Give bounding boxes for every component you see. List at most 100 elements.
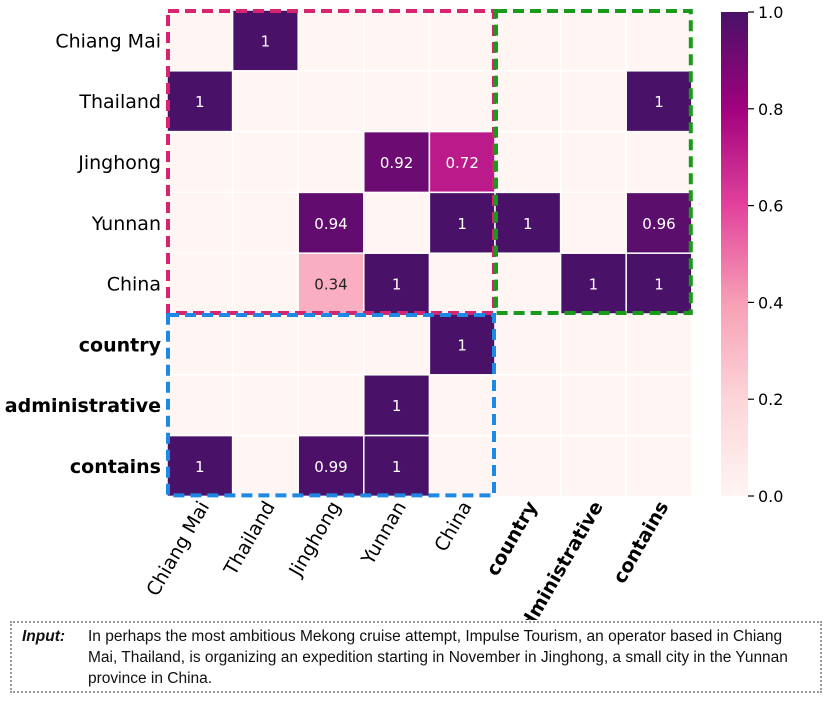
- heatmap-background-cell: [494, 374, 562, 437]
- cell-value-label: 1: [392, 276, 402, 294]
- heatmap-background-cell: [428, 252, 496, 315]
- region-box-entity-relation: [494, 9, 693, 315]
- colorbar-tick-label: 0.0: [758, 487, 783, 506]
- heatmap-cell: [428, 313, 496, 376]
- heatmap-background-cell: [559, 9, 627, 72]
- heatmap-background-cell: [297, 374, 365, 437]
- heatmap-background-cell: [559, 313, 627, 376]
- heatmap-background-cell: [625, 9, 693, 72]
- heatmap-background-cell: [297, 9, 365, 72]
- heatmap-background-cell: [363, 191, 431, 254]
- column-label: Yunnan: [357, 498, 411, 570]
- cell-value-label: 1: [392, 397, 402, 415]
- heatmap-cell: [166, 70, 234, 133]
- heatmap-background-cell: [428, 9, 496, 72]
- heatmap-cell: [363, 374, 431, 437]
- heatmap-background-cell: [231, 252, 299, 315]
- row-label: Thailand: [78, 91, 161, 113]
- heatmap-background-cell: [559, 374, 627, 437]
- heatmap-background-cell: [625, 130, 693, 194]
- heatmap-background-cell: [231, 434, 299, 498]
- cell-value-label: 1: [654, 276, 664, 294]
- heatmap-cells: 1 1 1 0.92 0.72 0.94 1 1 0.96 0.34 1 1 1 1 1 1 0.99 1: [166, 9, 693, 498]
- input-label: Input:: [22, 628, 66, 645]
- row-label: administrative: [5, 395, 161, 417]
- heatmap-background-cell: [559, 70, 627, 133]
- heatmap-cell: [297, 434, 365, 498]
- region-boxes: [166, 9, 693, 498]
- heatmap-background-cell: [166, 374, 234, 437]
- colorbar-tick-label: 0.8: [758, 100, 783, 119]
- cell-value-label: 0.99: [314, 458, 347, 476]
- heatmap-background-cell: [231, 70, 299, 133]
- cell-value-label: 1: [589, 276, 599, 294]
- heatmap-background-cell: [166, 191, 234, 254]
- column-labels: Chiang Mai Thailand Jinghong Yunnan China cou…: [142, 497, 673, 620]
- row-labels: Chiang Mai Thailand Jinghong Yunnan China cou…: [5, 30, 162, 478]
- heatmap-cell: [363, 434, 431, 498]
- column-label: country: [482, 497, 542, 580]
- cell-value-label: 1: [195, 458, 205, 476]
- heatmap-background-cell: [166, 9, 234, 72]
- heatmap-background-cell: [231, 191, 299, 254]
- column-label: Jinghong: [284, 498, 345, 582]
- heatmap-background-cell: [428, 434, 496, 498]
- heatmap-background-cell: [494, 70, 562, 133]
- heatmap-background-cell: [166, 130, 234, 194]
- column-label: China: [430, 498, 476, 556]
- row-label: China: [107, 274, 161, 296]
- heatmap-cell: [363, 130, 431, 194]
- heatmap-cell: [625, 252, 693, 315]
- heatmap-cell: [428, 191, 496, 254]
- row-label: Jinghong: [77, 152, 161, 174]
- column-label: contains: [609, 498, 674, 588]
- heatmap-cell: [625, 70, 693, 133]
- heatmap-background-cell: [166, 313, 234, 376]
- cell-value-label: 0.94: [314, 215, 347, 233]
- colorbar-tick-label: 0.6: [758, 197, 783, 216]
- heatmap-background-cell: [231, 313, 299, 376]
- attention-heatmap-figure: 1 1 1 0.92 0.72 0.94 1 1 0.96 0.34 1 1 1 1 1 1 0.99 1 Chi…: [5, 3, 784, 620]
- cell-value-label: 1: [523, 215, 533, 233]
- heatmap-background-cell: [363, 70, 431, 133]
- cell-value-label: 0.96: [642, 215, 675, 233]
- cell-value-label: 0.34: [314, 276, 347, 294]
- cell-value-label: 1: [654, 93, 664, 111]
- heatmap-background-cell: [231, 374, 299, 437]
- colorbar-tick-label: 0.4: [758, 293, 783, 312]
- heatmap-background-cell: [559, 434, 627, 498]
- heatmap-background-cell: [231, 130, 299, 194]
- heatmap-background-cell: [559, 130, 627, 194]
- heatmap-background-cell: [363, 313, 431, 376]
- heatmap-background-cell: [363, 9, 431, 72]
- heatmap-background-cell: [625, 374, 693, 437]
- cell-value-label: 1: [195, 93, 205, 111]
- cell-value-label: 1: [261, 32, 271, 50]
- row-label: Chiang Mai: [55, 30, 161, 52]
- input-text: In perhaps the most ambitious Mekong cru…: [88, 628, 788, 687]
- heatmap-cell: [297, 252, 365, 315]
- heatmap-background-cell: [559, 191, 627, 254]
- colorbar-gradient: [721, 12, 748, 496]
- heatmap-background-cell: [494, 9, 562, 72]
- heatmap-background-cell: [297, 313, 365, 376]
- heatmap-cell: [363, 252, 431, 315]
- cell-value-label: 1: [392, 458, 402, 476]
- row-label: Yunnan: [91, 213, 161, 235]
- colorbar-tick-label: 1.0: [758, 3, 783, 22]
- heatmap-background-cell: [494, 434, 562, 498]
- colorbar: 0.0 0.2 0.4 0.6 0.8 1.0: [721, 3, 783, 506]
- row-label: contains: [70, 456, 161, 478]
- region-box-relation-entity: [166, 313, 496, 498]
- heatmap-cell: [428, 130, 496, 194]
- heatmap-background-cell: [428, 70, 496, 133]
- cell-value-label: 1: [457, 336, 467, 354]
- heatmap-background-cell: [494, 313, 562, 376]
- cell-value-label: 0.92: [380, 154, 413, 172]
- row-label: country: [79, 334, 162, 356]
- colorbar-tick-label: 0.2: [758, 390, 783, 409]
- heatmap-cell: [231, 9, 299, 72]
- heatmap-background-cell: [428, 374, 496, 437]
- column-label: Chiang Mai: [142, 498, 214, 601]
- cell-value-label: 0.72: [445, 154, 478, 172]
